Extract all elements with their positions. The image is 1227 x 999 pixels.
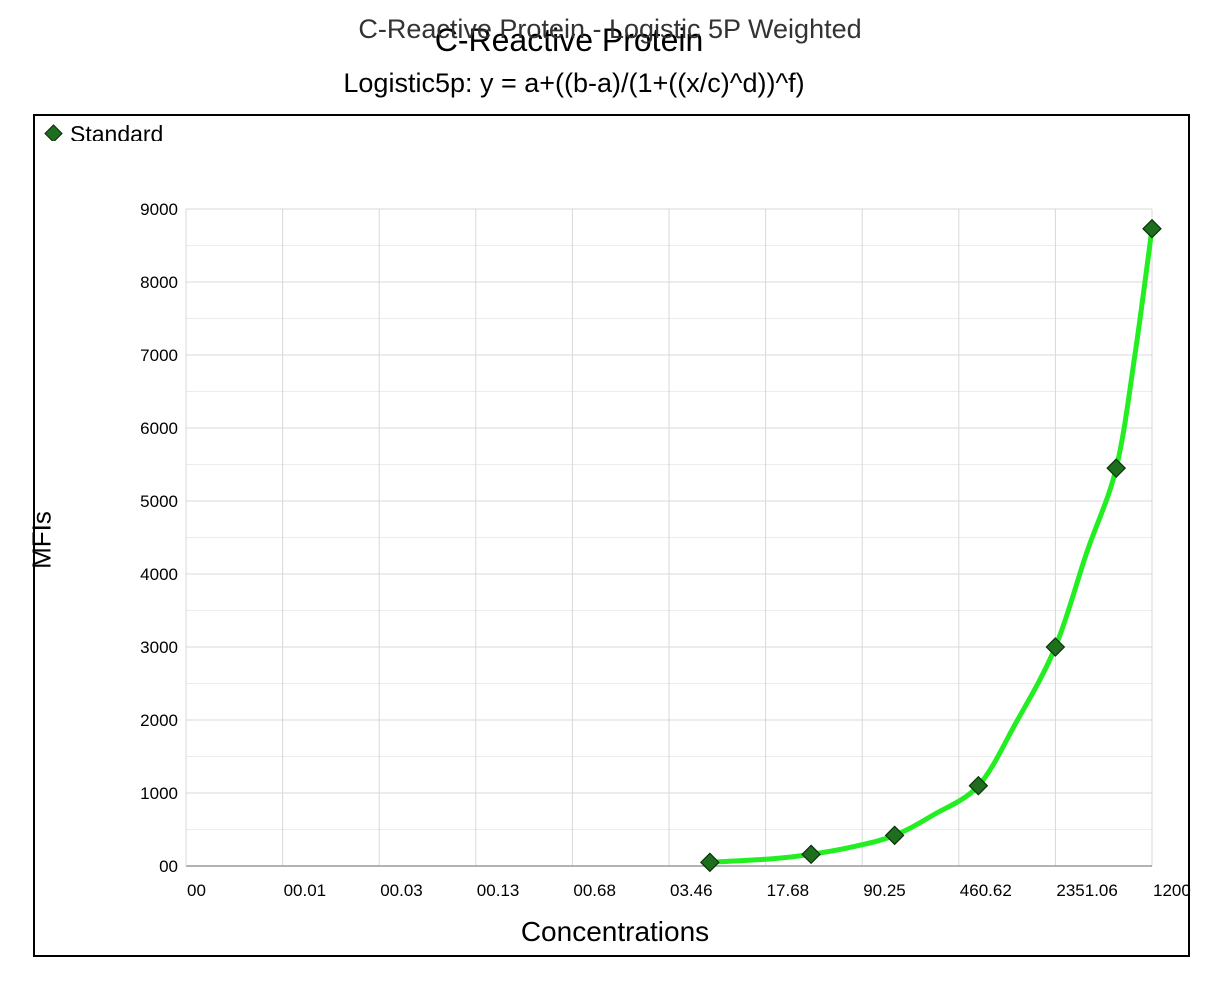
y-tick-label: 00 [159,857,178,876]
y-tick-label: 6000 [140,419,178,438]
formula-subtitle: Logistic5p: y = a+((b-a)/(1+((x/c)^d))^f… [343,68,805,98]
y-tick-label: 2000 [140,711,178,730]
y-tick-labels: 00 1000 2000 3000 4000 5000 6000 7000 8000 9000 [140,200,178,876]
y-tick-label: 4000 [140,565,178,584]
x-tick-label: 03.46 [670,881,713,900]
data-point-diamond [1106,458,1127,478]
x-tick-label: 00 [187,881,206,900]
x-tick-label: 2351.06 [1056,881,1117,900]
legend-label: Standard [70,121,164,141]
y-tick-label: 7000 [140,346,178,365]
data-point-diamond [968,775,989,796]
y-tick-label: 1000 [140,784,178,803]
data-point-diamond [884,825,905,846]
data-point-diamond [1142,218,1162,239]
x-tick-label: 00.13 [477,881,520,900]
chart-title: C-Reactive Protein - Logistic 5P Weighte… [358,14,862,44]
chart-frame: Standard [33,114,1190,957]
axes [185,209,1152,867]
x-tick-label: 00.03 [380,881,423,900]
page-title: C-Reactive Protein [434,22,704,58]
x-axis-label: Concentrations [520,916,710,947]
x-tick-label: 00.68 [573,881,616,900]
x-tick-label: 17.68 [767,881,810,900]
x-tick-label: 1200 [1153,881,1191,900]
y-tick-label: 3000 [140,638,178,657]
data-points [699,218,1162,873]
x-tick-label: 90.25 [863,881,906,900]
x-tick-label: 460.62 [960,881,1012,900]
data-point-diamond [1045,637,1066,657]
chart-legend: Standard [43,119,163,141]
y-tick-label: 9000 [140,200,178,219]
data-point-diamond [699,852,720,873]
y-tick-label: 5000 [140,492,178,511]
data-point-diamond [801,844,821,865]
y-tick-label: 8000 [140,273,178,292]
x-tick-label: 00.01 [284,881,327,900]
fit-curve-line [707,226,1155,865]
x-tick-labels: 00 00.01 00.03 00.13 00.68 03.46 17.68 90.25 460… [187,881,1191,900]
fit-curve-layer [707,226,1155,865]
